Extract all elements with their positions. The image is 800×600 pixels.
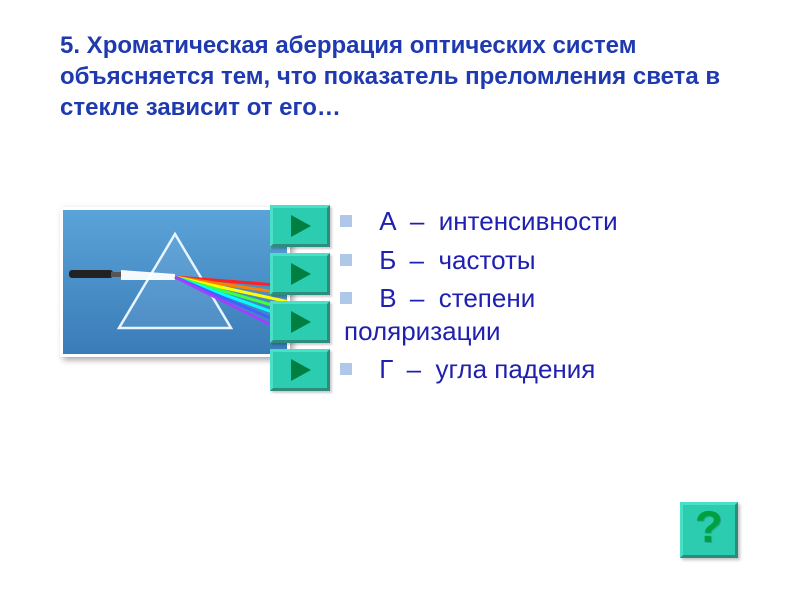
prism-svg: [63, 210, 287, 354]
answer-a: А – интенсивности: [340, 205, 740, 238]
play-icon: [287, 357, 313, 383]
answer-v: В – степени поляризации: [340, 282, 740, 347]
play-icon: [287, 261, 313, 287]
answer-text: В – степени поляризации: [372, 282, 535, 347]
bullet-icon: [340, 292, 352, 304]
answer-button-v[interactable]: [270, 301, 330, 343]
question-title: 5. Хроматическая аберрация оптических си…: [60, 30, 740, 124]
answer-button-b[interactable]: [270, 253, 330, 295]
bullet-icon: [340, 215, 352, 227]
answer-text: А – интенсивности: [372, 205, 618, 238]
bullet-icon: [340, 363, 352, 375]
slide: 5. Хроматическая аберрация оптических си…: [0, 0, 800, 600]
help-button[interactable]: ?: [680, 502, 738, 558]
answer-text: Б – частоты: [372, 244, 536, 277]
left-column: [60, 152, 290, 357]
answer-buttons: [270, 205, 330, 391]
play-icon: [287, 309, 313, 335]
answer-button-a[interactable]: [270, 205, 330, 247]
play-icon: [287, 213, 313, 239]
answers-list: А – интенсивности Б – частоты В – степен…: [340, 205, 740, 392]
bullet-icon: [340, 254, 352, 266]
answer-button-g[interactable]: [270, 349, 330, 391]
answer-g: Г – угла падения: [340, 353, 740, 386]
answer-text: Г – угла падения: [372, 353, 595, 386]
answer-b: Б – частоты: [340, 244, 740, 277]
prism-image: [60, 207, 290, 357]
help-icon: ?: [695, 504, 723, 556]
